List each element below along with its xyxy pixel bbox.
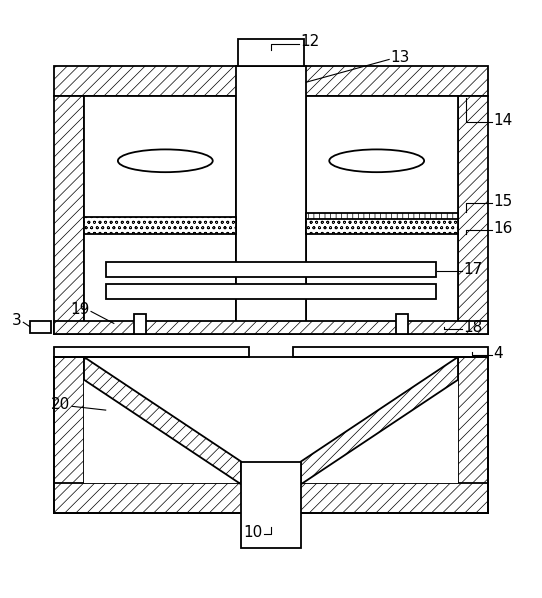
Ellipse shape [118, 150, 212, 172]
Text: 3: 3 [12, 313, 22, 328]
Bar [306, 216, 458, 234]
Text: 16: 16 [493, 221, 513, 236]
Text: 15: 15 [493, 194, 513, 209]
Text: 14: 14 [493, 112, 513, 127]
Bar [306, 96, 458, 334]
Ellipse shape [329, 150, 424, 172]
Bar [84, 357, 458, 483]
Bar [30, 321, 51, 332]
Bar [396, 313, 408, 334]
Text: 18: 18 [463, 320, 483, 335]
Bar [84, 96, 236, 334]
Text: 20: 20 [51, 397, 70, 412]
Text: 17: 17 [463, 262, 483, 277]
Text: 12: 12 [301, 34, 320, 49]
Bar [458, 96, 488, 334]
Text: 13: 13 [390, 50, 410, 65]
Bar [241, 462, 301, 548]
Text: 10: 10 [243, 524, 263, 539]
Bar [134, 313, 146, 334]
Text: 4: 4 [493, 346, 503, 361]
Bar [458, 357, 488, 513]
Bar [84, 216, 236, 234]
Bar [54, 96, 84, 334]
Bar [106, 262, 436, 277]
Text: 19: 19 [70, 303, 89, 318]
Bar [54, 357, 84, 513]
Bar [293, 347, 488, 357]
Bar [106, 284, 436, 299]
Bar [54, 321, 488, 334]
Bar [54, 483, 488, 513]
Bar [54, 66, 488, 96]
Polygon shape [84, 357, 241, 484]
Polygon shape [301, 357, 458, 484]
Bar [54, 347, 249, 357]
Bar [236, 66, 306, 334]
Bar [238, 39, 304, 66]
Bar [306, 213, 458, 219]
